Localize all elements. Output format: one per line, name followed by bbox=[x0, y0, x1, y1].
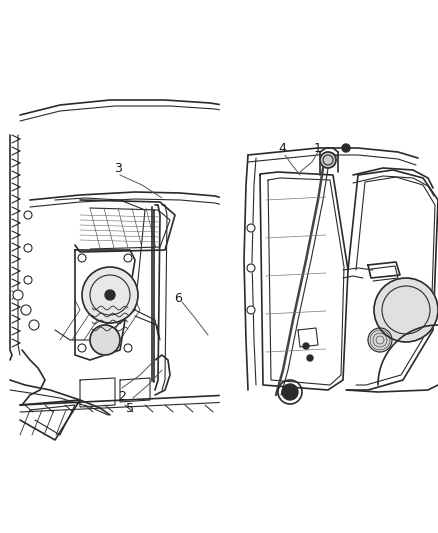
Circle shape bbox=[247, 224, 255, 232]
Circle shape bbox=[374, 278, 438, 342]
Circle shape bbox=[78, 254, 86, 262]
Circle shape bbox=[320, 152, 336, 168]
Circle shape bbox=[82, 267, 138, 323]
Text: 1: 1 bbox=[314, 141, 322, 155]
Circle shape bbox=[368, 328, 392, 352]
Circle shape bbox=[124, 344, 132, 352]
Circle shape bbox=[29, 320, 39, 330]
Circle shape bbox=[247, 264, 255, 272]
Circle shape bbox=[105, 290, 115, 300]
Circle shape bbox=[282, 384, 298, 400]
Circle shape bbox=[90, 325, 120, 355]
Text: 3: 3 bbox=[114, 161, 122, 174]
Circle shape bbox=[24, 211, 32, 219]
Circle shape bbox=[247, 306, 255, 314]
Circle shape bbox=[307, 355, 313, 361]
Circle shape bbox=[78, 344, 86, 352]
Circle shape bbox=[124, 254, 132, 262]
Text: 5: 5 bbox=[126, 401, 134, 415]
Text: 4: 4 bbox=[278, 141, 286, 155]
Text: 2: 2 bbox=[118, 390, 126, 402]
Circle shape bbox=[21, 305, 31, 315]
Circle shape bbox=[24, 276, 32, 284]
Text: 6: 6 bbox=[174, 292, 182, 304]
Circle shape bbox=[303, 343, 309, 349]
Circle shape bbox=[24, 244, 32, 252]
Circle shape bbox=[13, 290, 23, 300]
Circle shape bbox=[342, 144, 350, 152]
